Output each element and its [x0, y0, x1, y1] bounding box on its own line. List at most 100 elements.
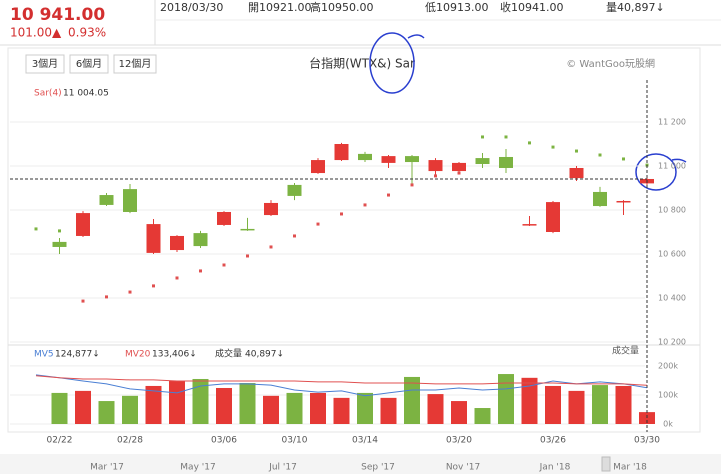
range-button-label[interactable]: 12個月: [119, 57, 152, 70]
candle-body: [546, 202, 560, 232]
candle-body: [99, 195, 114, 205]
candle-body: [52, 241, 67, 247]
candle-body: [240, 228, 255, 231]
high: 高10950.00: [310, 0, 374, 14]
navigator-label: May '17: [180, 463, 215, 473]
change: 101.00▲: [10, 26, 62, 40]
y-tick-label: 0k: [663, 420, 673, 429]
candle-body: [593, 191, 607, 207]
navigator-handle[interactable]: [601, 456, 611, 472]
y-tick-label: 10 800: [658, 206, 686, 215]
x-tick-label: 03/06: [211, 436, 237, 446]
chart-title: 台指期(WTX&) Sar: [309, 56, 415, 71]
legend-name: 成交量: [215, 348, 242, 360]
sar-dot: [340, 212, 343, 216]
range-button[interactable]: [69, 54, 109, 74]
sar-dot: [81, 299, 85, 303]
candle-body: [193, 233, 208, 247]
volume-bar: [521, 377, 538, 424]
candle-body: [146, 224, 161, 253]
volume-bar: [498, 374, 514, 424]
candle-body: [569, 167, 584, 179]
open: 開10921.00: [248, 1, 312, 14]
sar-dot: [551, 145, 555, 149]
candle-body: [287, 184, 302, 196]
candle-body: [405, 156, 419, 163]
x-tick-label: 03/30: [634, 436, 660, 446]
volume: 量40,897↓: [606, 1, 665, 14]
candle-body: [217, 211, 231, 225]
sar-dot: [504, 135, 508, 139]
volume-bar: [122, 395, 138, 424]
navigator[interactable]: [0, 454, 721, 474]
volume-bar: [380, 397, 397, 424]
sar-dot: [598, 153, 602, 157]
sar-dot: [128, 290, 132, 294]
volume-bar: [310, 392, 326, 424]
volume-bar: [216, 387, 232, 424]
price: 10 941.00: [10, 5, 105, 25]
candle-body: [522, 224, 537, 226]
close: 收10941.00: [500, 0, 564, 14]
candle-body: [334, 144, 349, 161]
navigator-label: Nov '17: [446, 463, 480, 473]
navigator-label: Jan '18: [539, 463, 571, 473]
range-button-label[interactable]: 3個月: [32, 57, 58, 70]
candle-body: [499, 156, 513, 168]
legend-value: 124,877↓: [55, 350, 100, 360]
volume-bar: [75, 390, 91, 424]
volume-bar: [404, 376, 420, 424]
candle-body: [358, 153, 372, 161]
y-tick-label: 10 600: [658, 250, 686, 259]
x-tick-label: 02/22: [47, 436, 73, 446]
volume-bar: [451, 401, 467, 424]
ma-line: [35, 375, 648, 386]
legend-name: Sar(4): [34, 89, 62, 99]
chart-frame: [7, 47, 701, 433]
volume-bar: [169, 381, 185, 424]
sar-dot: [410, 183, 414, 187]
sar-dot: [152, 284, 155, 288]
legend-value: 133,406↓: [152, 350, 197, 360]
y-tick-label: 10 400: [658, 294, 686, 303]
x-tick-label: 03/20: [446, 436, 472, 446]
navigator-label: Jul '17: [268, 463, 297, 473]
sar-dot: [58, 229, 61, 233]
sar-dot: [34, 227, 38, 231]
x-tick-label: 03/10: [282, 436, 308, 446]
sar-dot: [199, 269, 202, 273]
sar-dot: [293, 234, 296, 238]
candle-body: [428, 160, 443, 172]
range-button-label[interactable]: 6個月: [76, 57, 102, 70]
sar-dot: [622, 157, 625, 161]
legend-name: MV5: [34, 350, 54, 360]
candle-body: [170, 235, 184, 251]
navigator-label: Mar '18: [613, 463, 647, 473]
volume-bar: [286, 392, 303, 424]
candle-body: [264, 202, 278, 216]
x-tick-label: 02/28: [117, 436, 143, 446]
volume-bar: [51, 392, 68, 424]
sar-dot: [528, 141, 531, 145]
volume-bar: [474, 408, 491, 424]
range-button[interactable]: [113, 54, 157, 74]
sar-dot: [246, 254, 249, 258]
legend-name: MV20: [125, 350, 151, 360]
annotation: [635, 153, 677, 191]
candle-body: [381, 156, 396, 163]
volume-bar: [192, 378, 209, 424]
sar-dot: [575, 149, 578, 153]
date: 2018/03/30: [160, 1, 223, 14]
low: 低10913.00: [425, 1, 489, 14]
volume-bar: [263, 395, 279, 424]
sar-dot: [222, 263, 226, 267]
y-tick-label: 11 000: [658, 162, 686, 171]
sar-dot: [481, 135, 484, 139]
candle-body: [76, 213, 90, 236]
volume-bar: [545, 385, 561, 424]
volume-bar: [357, 392, 373, 424]
sar-dot: [269, 245, 273, 249]
range-button[interactable]: [25, 54, 65, 74]
volume-bar: [615, 385, 632, 424]
